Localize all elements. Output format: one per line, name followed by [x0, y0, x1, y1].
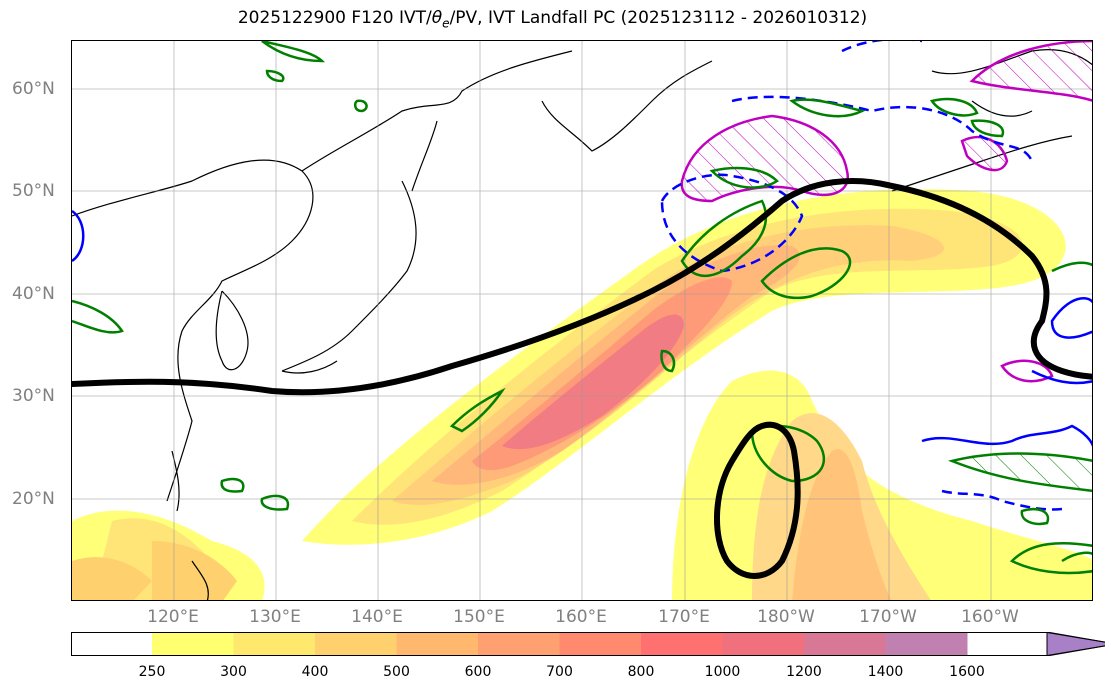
lat-label: 40°N [12, 284, 55, 304]
colorbar-segment [152, 632, 234, 656]
map-canvas [72, 41, 1092, 600]
colorbar-tick-label: 1400 [867, 664, 904, 680]
theta-e-green-contours [72, 41, 1092, 575]
colorbar-segment [233, 632, 316, 656]
colorbar-segment [641, 632, 723, 656]
lat-label: 30°N [12, 386, 55, 406]
lon-label: 170°W [859, 607, 917, 627]
colorbar-outline [71, 632, 1105, 656]
colorbar-tick-label: 600 [464, 664, 492, 680]
lon-label: 120°E [147, 607, 199, 627]
colorbar-tick-label: 1200 [786, 664, 822, 680]
colorbar-segment [804, 632, 886, 656]
colorbar-tick-label: 800 [627, 664, 655, 680]
lon-label: 180°W [757, 607, 815, 627]
lon-label: 130°E [249, 607, 301, 627]
map-panel [71, 40, 1093, 601]
colorbar-segment [559, 632, 642, 656]
colorbar [71, 632, 1105, 656]
colorbar-tick-label: 250 [138, 664, 166, 680]
colorbar-segment [722, 632, 805, 656]
colorbar-segment [478, 632, 560, 656]
lat-label: 20°N [12, 489, 55, 509]
colorbar-tick-label: 400 [301, 664, 329, 680]
colorbar-tick-label: 700 [546, 664, 573, 680]
colorbar-segment [315, 632, 397, 656]
colorbar-segment-under [71, 632, 152, 656]
colorbar-tick-label: 300 [220, 664, 247, 680]
lon-label: 160°W [961, 607, 1019, 627]
map-title: 2025122900 F120 IVT/θe/PV, IVT Landfall … [237, 8, 868, 31]
colorbar-tick-label: 1000 [704, 664, 741, 680]
colorbar-extend-arrow [1046, 632, 1105, 656]
colorbar-tick-label: 500 [383, 664, 410, 680]
lon-label: 170°E [658, 607, 710, 627]
pv-blue-contours [72, 41, 1092, 511]
lon-label: 160°E [555, 607, 607, 627]
lat-label: 50°N [12, 181, 55, 201]
colorbar-segment [396, 632, 479, 656]
colorbar-segment [885, 632, 968, 656]
colorbar-tick-label: 1600 [949, 664, 985, 680]
ivt-landfall-contours [72, 178, 1092, 579]
ivt-shading [72, 189, 1092, 600]
lon-label: 150°E [453, 607, 505, 627]
lat-label: 60°N [12, 79, 55, 99]
lon-label: 140°E [351, 607, 403, 627]
